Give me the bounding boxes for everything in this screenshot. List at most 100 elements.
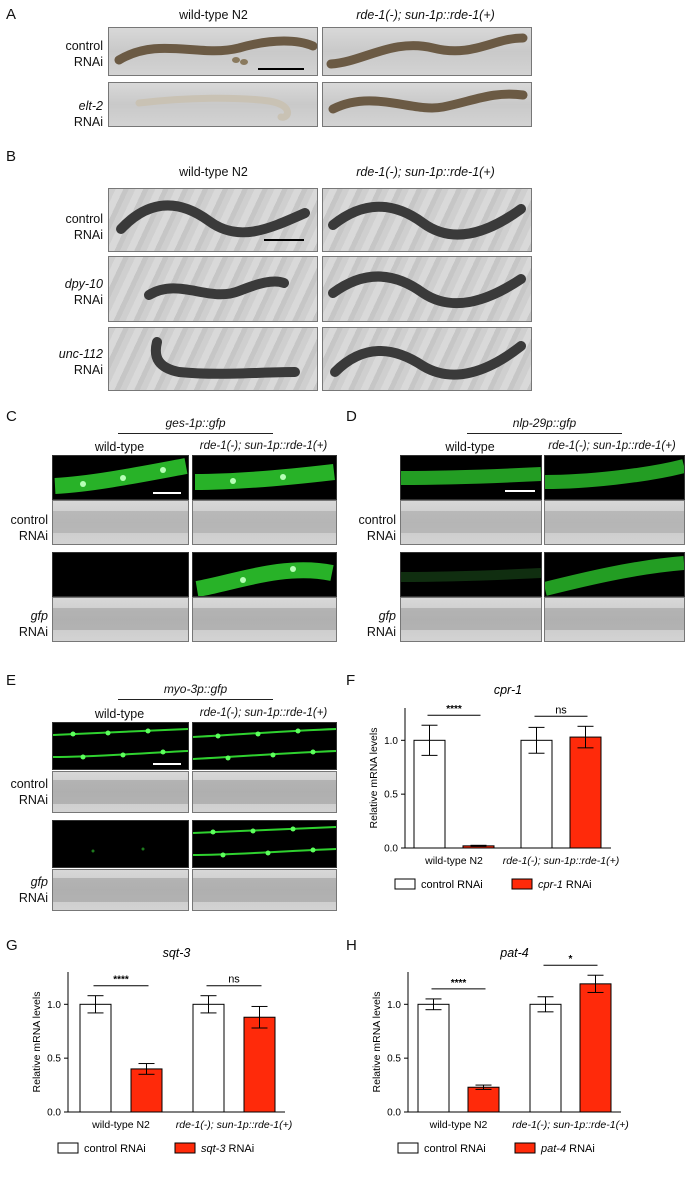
worm-body: [545, 511, 684, 533]
panel-c-reporter-line: [118, 433, 273, 434]
panel-g-bar: [192, 1003, 225, 1113]
panel-e-reporter-line: [118, 699, 273, 700]
panel-h-legend-swatch-rnai: [514, 1142, 536, 1154]
panel-d-gfp-wt-control: [400, 455, 542, 500]
panel-d-gfp-wt-gfp: [400, 552, 542, 597]
panel-g-y-tick-label: 0.5: [47, 1054, 61, 1065]
panel-h-legend-label-control: control RNAi: [424, 1143, 486, 1155]
panel-g-y-tick-label: 1.0: [47, 1000, 61, 1011]
worm-body: [53, 878, 188, 902]
panel-b-image-wt-dpy10: [108, 256, 318, 322]
panel-d-bf-mut-control: [544, 500, 685, 545]
panel-h-y-axis-label: Relative mRNA levels: [371, 992, 383, 1093]
panel-h-category-label: wild-type N2: [429, 1119, 488, 1131]
panel-h-bar: [579, 983, 612, 1113]
panel-f-legend-label-control: control RNAi: [421, 879, 483, 891]
panel-f-legend-label-rnai: cpr-1 RNAi: [538, 879, 592, 891]
panel-g-legend-swatch-rnai: [174, 1142, 196, 1154]
panel-c-col1-heading: wild-type: [94, 440, 145, 454]
panel-h-bar: [467, 1086, 500, 1113]
panel-c-letter: C: [6, 408, 17, 425]
panel-h-letter: H: [346, 937, 357, 954]
panel-c-bf-mut-gfp: [192, 597, 337, 642]
worm-body: [193, 511, 336, 533]
panel-g-category-label: wild-type N2: [91, 1119, 150, 1131]
panel-g-legend-label-control: control RNAi: [84, 1143, 146, 1155]
panel-f-y-tick-label: 0.5: [384, 790, 398, 801]
panel-c-gfp-wt-gfp: [52, 552, 189, 597]
worm-body: [401, 608, 541, 630]
panel-e-bf-mut-control: [192, 771, 337, 813]
panel-h-chart-title: pat-4: [499, 946, 529, 960]
panel-h-y-tick-label: 1.0: [387, 1000, 401, 1011]
panel-g-y-tick-label: 0.0: [47, 1108, 61, 1119]
gfp-signal: [545, 556, 684, 596]
panel-a-col1-heading: wild-type N2: [179, 8, 248, 22]
panel-c-bf-mut-control: [192, 500, 337, 545]
worm-figure: [135, 94, 291, 121]
panel-a-image-mut-control: [322, 27, 532, 76]
panel-f-chart-title: cpr-1: [494, 683, 522, 697]
panel-h-y-tick-label: 0.0: [387, 1108, 401, 1119]
panel-g-bar: [130, 1068, 163, 1113]
panel-c-bf-wt-control: [52, 500, 189, 545]
panel-d-reporter: nlp-29p::gfp: [512, 416, 577, 430]
panel-e-gfp-wt-control: [52, 722, 189, 770]
panel-d-col1-heading: wild-type: [445, 440, 495, 454]
worm-figure: [144, 276, 289, 300]
worm-body: [53, 608, 188, 630]
worm-body: [53, 511, 188, 533]
worm-body: [401, 511, 541, 533]
worm-figure: [326, 33, 528, 69]
panel-e-gfp-wt-gfp: [52, 820, 189, 868]
panel-f-legend-swatch-rnai: [511, 878, 533, 890]
panel-d-row1-label: control RNAi: [358, 513, 396, 543]
panel-d-bf-wt-gfp: [400, 597, 542, 642]
panel-g-chart-title: sqt-3: [163, 946, 191, 960]
scale-bar: [153, 492, 181, 494]
panel-g-y-axis-label: Relative mRNA levels: [31, 992, 43, 1093]
panel-c-reporter: ges-1p::gfp: [165, 416, 226, 430]
panel-b-row1-label: control RNAi: [65, 212, 103, 242]
worm-figure: [150, 337, 300, 379]
panel-e-bf-wt-control: [52, 771, 189, 813]
panel-d-letter: D: [346, 408, 357, 425]
panel-f-significance-label: ns: [555, 704, 567, 716]
panel-e-row2-label: gfp RNAi: [18, 875, 48, 905]
worm-body: [545, 608, 684, 630]
panel-a-letter: A: [6, 6, 17, 23]
gfp-signal: [193, 826, 336, 858]
panel-f-y-tick-label: 1.0: [384, 736, 398, 747]
panel-g-significance-label: ****: [113, 975, 129, 986]
panel-d-row2-label: gfp RNAi: [366, 609, 396, 639]
panel-a-col2-heading: rde-1(-); sun-1p::rde-1(+): [356, 8, 495, 22]
panel-f-y-tick-label: 0.0: [384, 844, 398, 855]
panel-g-bar: [243, 1016, 276, 1113]
worm-figure: [330, 341, 526, 380]
panel-b-image-mut-unc112: [322, 327, 532, 391]
panel-g-legend-rnai-word: RNAi: [225, 1143, 254, 1155]
panel-e-gfp-mut-control: [192, 722, 337, 770]
worm-figure: [114, 36, 317, 65]
panel-d-bf-mut-gfp: [544, 597, 685, 642]
panel-b-image-wt-control: [108, 188, 318, 252]
panel-b-col1-heading: wild-type N2: [179, 165, 248, 179]
panel-e-col2-heading: rde-1(-); sun-1p::rde-1(+): [199, 707, 328, 719]
panel-b-letter: B: [6, 148, 17, 165]
scale-bar: [153, 763, 181, 765]
worm-figure: [328, 89, 528, 114]
panel-g-legend-gene: sqt-3: [201, 1143, 226, 1155]
gfp-signal: [54, 458, 188, 494]
panel-g-significance-label: ns: [228, 974, 240, 986]
panel-a-image-wt-control: [108, 27, 318, 76]
panel-f-bar: [520, 739, 553, 849]
panel-f-bar: [569, 736, 602, 849]
panel-h-y-tick-label: 0.5: [387, 1054, 401, 1065]
panel-a-row2-label: elt-2 RNAi: [73, 99, 103, 129]
gfp-signal: [194, 464, 335, 490]
panel-b-row2-label: dpy-10 RNAi: [64, 277, 103, 307]
panel-h-significance-label: ****: [451, 978, 467, 989]
panel-h-bar: [417, 1003, 450, 1113]
panel-e-bf-wt-gfp: [52, 869, 189, 911]
worm-body: [193, 878, 336, 902]
